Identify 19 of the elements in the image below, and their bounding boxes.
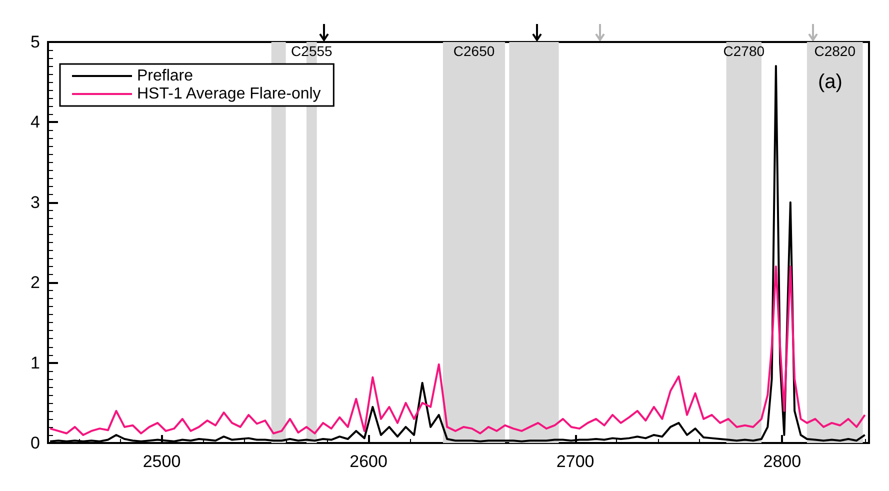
legend-label: Preflare [137,68,194,84]
band-label: C2820 [814,43,856,59]
y-tick-label: 3 [30,192,40,212]
y-tick-label: 0 [30,434,40,452]
x-tick-label: 2800 [763,452,802,471]
x-tick-label: 2700 [556,452,594,471]
y-tick-label: 4 [30,112,40,132]
y-tick-label: 1 [30,353,40,372]
line-series [49,65,866,442]
band-label: C2650 [453,43,495,59]
x-tick-label: 2600 [350,452,388,471]
line-series [49,266,866,436]
y-tick-label: 2 [30,273,40,292]
legend-label: HST-1 Average Flare-only [137,86,321,102]
y-tick-label: 5 [30,32,40,52]
x-tick-label: 2500 [142,452,181,471]
annotation: (a) [818,71,842,93]
band-label: C2555 [291,43,333,59]
band-label: C2780 [723,43,765,59]
